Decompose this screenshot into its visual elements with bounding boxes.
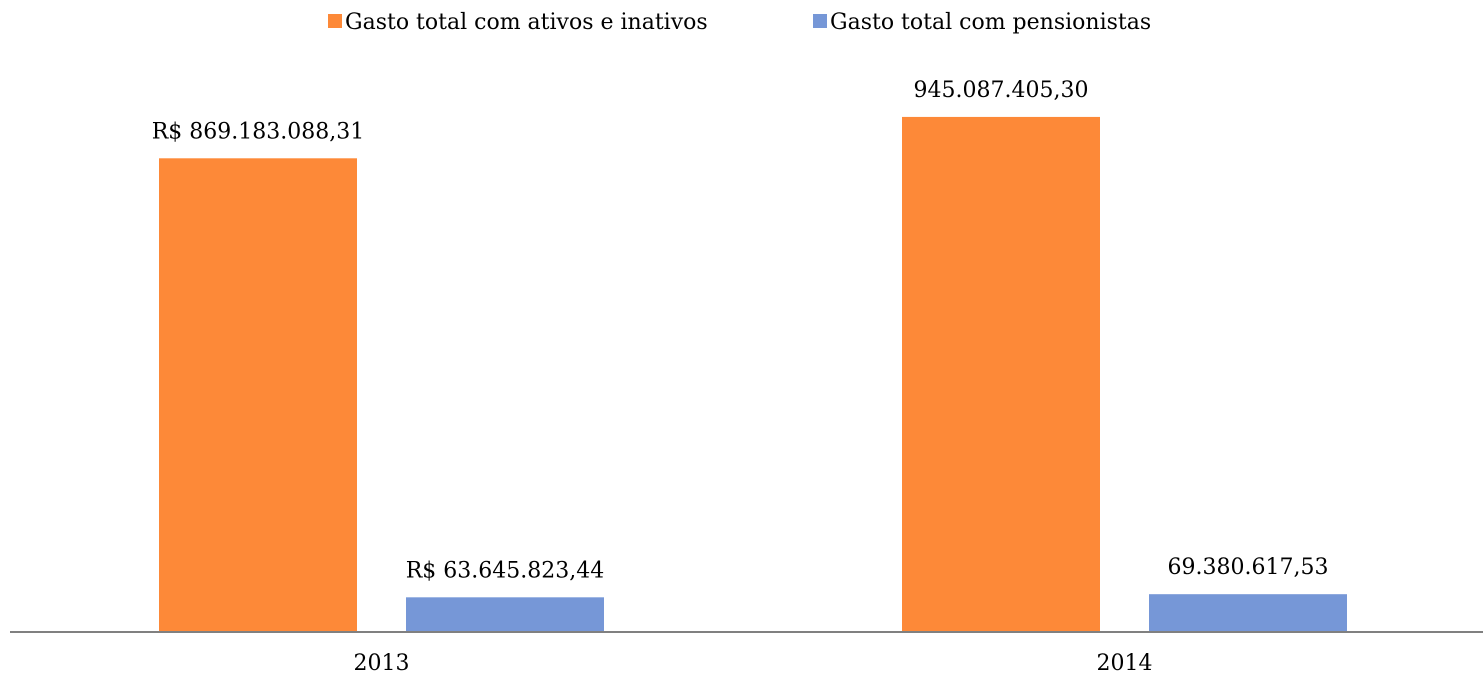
legend: Gasto total com ativos e inativos Gasto t… — [328, 10, 1151, 35]
legend-swatch-series-0 — [328, 14, 342, 28]
bar-2013-series-1 — [406, 597, 604, 632]
data-label-2014-series-0: 945.087.405,30 — [914, 78, 1089, 103]
x-tick-label-2014: 2014 — [1097, 651, 1153, 676]
data-label-2014-series-1: 69.380.617,53 — [1168, 555, 1329, 580]
data-label-2013-series-0: R$ 869.183.088,31 — [152, 119, 365, 144]
bars-group — [159, 116, 1347, 632]
bar-2014-series-0 — [902, 116, 1100, 632]
legend-label-series-0: Gasto total com ativos e inativos — [345, 10, 708, 35]
x-tick-labels-group: 2013 2014 — [354, 651, 1153, 676]
data-labels-group: R$ 869.183.088,31 R$ 63.645.823,44 945.087… — [152, 78, 1329, 583]
bar-2013-series-0 — [159, 158, 357, 632]
data-label-2013-series-1: R$ 63.645.823,44 — [406, 558, 605, 583]
legend-swatch-series-1 — [813, 14, 827, 28]
legend-label-series-1: Gasto total com pensionistas — [830, 10, 1151, 35]
x-tick-label-2013: 2013 — [354, 651, 410, 676]
bar-2014-series-1 — [1149, 594, 1347, 632]
